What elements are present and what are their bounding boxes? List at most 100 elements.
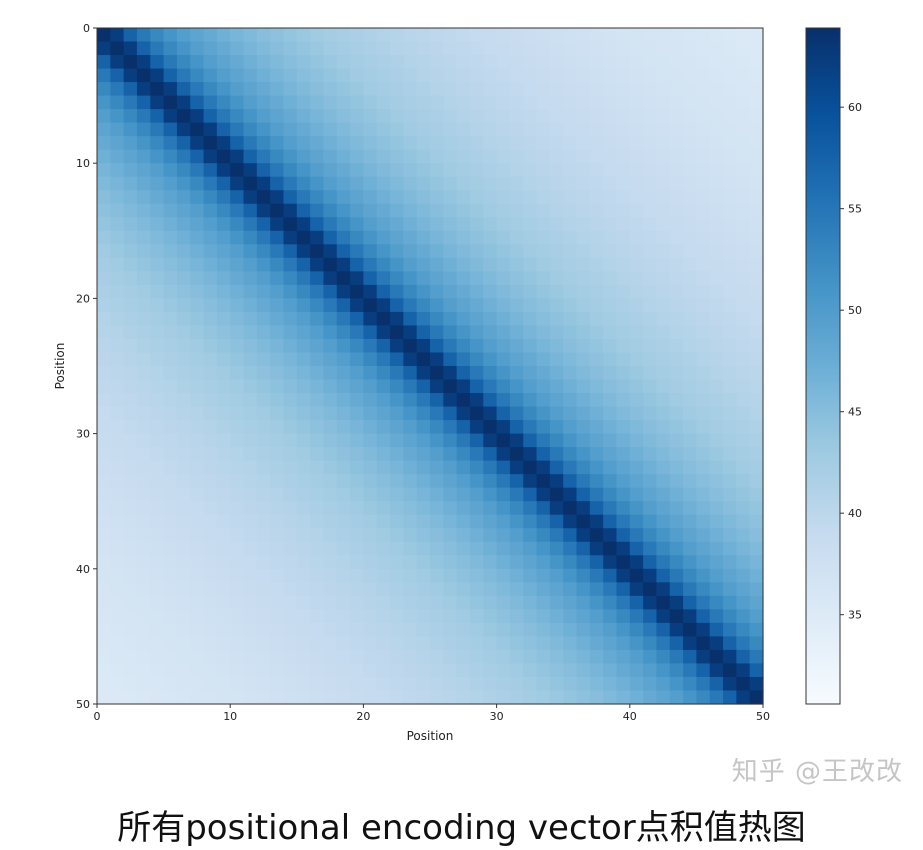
- heatmap-cell: [616, 379, 631, 394]
- heatmap-cell: [97, 68, 111, 83]
- heatmap-cell: [203, 676, 218, 692]
- heatmap-cell: [496, 55, 511, 70]
- heatmap-cell: [603, 82, 618, 97]
- heatmap-cell: [336, 528, 351, 543]
- heatmap-cell: [549, 203, 564, 218]
- heatmap-cell: [603, 568, 618, 583]
- heatmap-cell: [296, 257, 311, 272]
- heatmap-cell: [683, 28, 697, 43]
- heatmap-cell: [376, 230, 391, 245]
- heatmap-cell: [616, 217, 631, 232]
- heatmap-cell: [363, 68, 378, 83]
- heatmap-cell: [123, 176, 138, 191]
- heatmap-cell: [483, 595, 498, 610]
- heatmap-cell: [310, 109, 325, 124]
- heatmap-cell: [416, 595, 431, 610]
- heatmap-cell: [336, 690, 351, 705]
- heatmap-cell: [629, 284, 644, 299]
- heatmap-cell: [230, 203, 245, 218]
- heatmap-cell: [136, 366, 151, 381]
- heatmap-cell: [256, 352, 271, 367]
- heatmap-cell: [629, 28, 644, 43]
- heatmap-cell: [656, 271, 671, 286]
- heatmap-cell: [310, 257, 325, 272]
- heatmap-cell: [456, 41, 471, 56]
- heatmap-cell: [523, 474, 538, 489]
- heatmap-cell: [536, 501, 551, 516]
- heatmap-cell: [696, 217, 711, 232]
- heatmap-cell: [736, 149, 751, 164]
- heatmap-cell: [270, 325, 285, 340]
- heatmap-cell: [310, 609, 325, 624]
- heatmap-cell: [350, 676, 364, 692]
- heatmap-cell: [576, 352, 591, 367]
- heatmap-cell: [469, 55, 484, 70]
- heatmap-cell: [643, 230, 658, 245]
- heatmap-cell: [150, 41, 165, 56]
- heatmap-cell: [123, 622, 138, 637]
- heatmap-cell: [523, 149, 538, 164]
- heatmap-cell: [376, 568, 391, 583]
- heatmap-cell: [536, 379, 551, 394]
- heatmap-cell: [549, 298, 564, 313]
- heatmap-cell: [456, 528, 471, 543]
- heatmap-cell: [230, 676, 245, 692]
- heatmap-cell: [203, 622, 218, 637]
- heatmap-cell: [296, 352, 311, 367]
- heatmap-cell: [363, 366, 378, 381]
- heatmap-cell: [176, 311, 191, 327]
- heatmap-cell: [243, 352, 258, 367]
- heatmap-cell: [616, 609, 631, 624]
- heatmap-cell: [390, 122, 404, 137]
- heatmap-cell: [310, 393, 325, 408]
- heatmap-cell: [696, 676, 711, 692]
- heatmap-cell: [736, 230, 751, 245]
- heatmap-cell: [190, 568, 205, 583]
- heatmap-cell: [536, 663, 551, 678]
- heatmap-cell: [589, 676, 604, 692]
- heatmap-cell: [509, 230, 524, 245]
- heatmap-cell: [203, 109, 218, 124]
- heatmap-cell: [97, 609, 111, 624]
- heatmap-cell: [430, 676, 444, 692]
- heatmap-cell: [97, 555, 111, 570]
- heatmap-cell: [696, 609, 711, 624]
- heatmap-cell: [723, 271, 737, 286]
- heatmap-cell: [656, 163, 671, 178]
- heatmap-cell: [176, 366, 191, 381]
- heatmap-cell: [430, 217, 444, 232]
- heatmap-cell: [336, 271, 351, 286]
- heatmap-cell: [523, 190, 538, 205]
- heatmap-cell: [203, 352, 218, 367]
- heatmap-cell: [430, 555, 444, 570]
- heatmap-cell: [350, 595, 364, 610]
- heatmap-cell: [203, 541, 218, 556]
- heatmap-cell: [736, 163, 751, 178]
- heatmap-cell: [456, 487, 471, 502]
- heatmap-cell: [203, 582, 218, 597]
- heatmap-cell: [509, 217, 524, 232]
- heatmap-cell: [270, 244, 285, 259]
- heatmap-cell: [336, 460, 351, 475]
- heatmap-cell: [216, 690, 231, 705]
- heatmap-cell: [536, 109, 551, 124]
- heatmap-cell: [616, 95, 631, 110]
- heatmap-cell: [589, 28, 604, 43]
- heatmap-cell: [150, 109, 165, 124]
- heatmap-cell: [190, 393, 205, 408]
- heatmap-cell: [683, 109, 697, 124]
- heatmap-cell: [216, 176, 231, 191]
- heatmap-cell: [456, 433, 471, 448]
- heatmap-cell: [350, 271, 364, 286]
- heatmap-cell: [363, 379, 378, 394]
- heatmap-cell: [430, 609, 444, 624]
- heatmap-cell: [576, 406, 591, 421]
- heatmap-cell: [749, 311, 764, 327]
- heatmap-cell: [296, 514, 311, 529]
- heatmap-cell: [296, 68, 311, 83]
- heatmap-cell: [283, 190, 298, 205]
- heatmap-cell: [110, 176, 125, 191]
- heatmap-cell: [216, 595, 231, 610]
- heatmap-cell: [523, 271, 538, 286]
- heatmap-cell: [136, 122, 151, 137]
